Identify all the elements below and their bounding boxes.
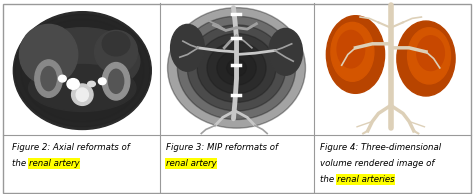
Ellipse shape: [331, 22, 374, 81]
Circle shape: [67, 79, 79, 89]
Text: the: the: [320, 175, 337, 184]
Text: renal artery: renal artery: [29, 159, 79, 168]
Ellipse shape: [25, 28, 140, 95]
Ellipse shape: [72, 84, 93, 105]
Ellipse shape: [109, 69, 124, 93]
Ellipse shape: [35, 60, 63, 97]
Text: Figure 4: Three-dimensional: Figure 4: Three-dimensional: [320, 143, 441, 152]
Ellipse shape: [27, 24, 138, 117]
Text: renal artery: renal artery: [166, 159, 217, 168]
Ellipse shape: [15, 14, 150, 127]
Ellipse shape: [76, 88, 89, 101]
Ellipse shape: [397, 21, 455, 96]
Ellipse shape: [45, 39, 120, 102]
Ellipse shape: [29, 65, 136, 111]
Ellipse shape: [57, 49, 108, 92]
Ellipse shape: [88, 81, 95, 87]
Text: renal arteries: renal arteries: [337, 175, 395, 184]
Ellipse shape: [197, 34, 276, 102]
Ellipse shape: [217, 51, 256, 85]
Circle shape: [99, 78, 106, 85]
Ellipse shape: [187, 25, 286, 111]
Ellipse shape: [408, 28, 450, 84]
Ellipse shape: [417, 36, 444, 71]
Ellipse shape: [95, 30, 137, 73]
Ellipse shape: [41, 67, 56, 91]
Ellipse shape: [19, 24, 78, 85]
Ellipse shape: [102, 32, 130, 56]
Text: volume rendered image of: volume rendered image of: [320, 159, 435, 168]
Ellipse shape: [102, 62, 130, 100]
Ellipse shape: [39, 34, 126, 107]
Ellipse shape: [168, 8, 306, 128]
Ellipse shape: [337, 30, 365, 68]
Ellipse shape: [327, 16, 384, 93]
Ellipse shape: [81, 69, 84, 72]
Ellipse shape: [269, 28, 302, 75]
Circle shape: [59, 75, 66, 82]
Ellipse shape: [227, 59, 246, 76]
Ellipse shape: [75, 64, 90, 77]
Text: the: the: [12, 159, 29, 168]
Ellipse shape: [69, 59, 96, 82]
Ellipse shape: [63, 54, 102, 87]
Text: Figure 3: MIP reformats of: Figure 3: MIP reformats of: [166, 143, 278, 152]
Text: Figure 2: Axial reformats of: Figure 2: Axial reformats of: [12, 143, 129, 152]
Ellipse shape: [207, 42, 266, 94]
Ellipse shape: [177, 16, 296, 120]
Ellipse shape: [171, 24, 204, 71]
Ellipse shape: [13, 12, 151, 129]
Ellipse shape: [33, 29, 132, 112]
Ellipse shape: [51, 44, 114, 97]
Ellipse shape: [21, 19, 144, 122]
